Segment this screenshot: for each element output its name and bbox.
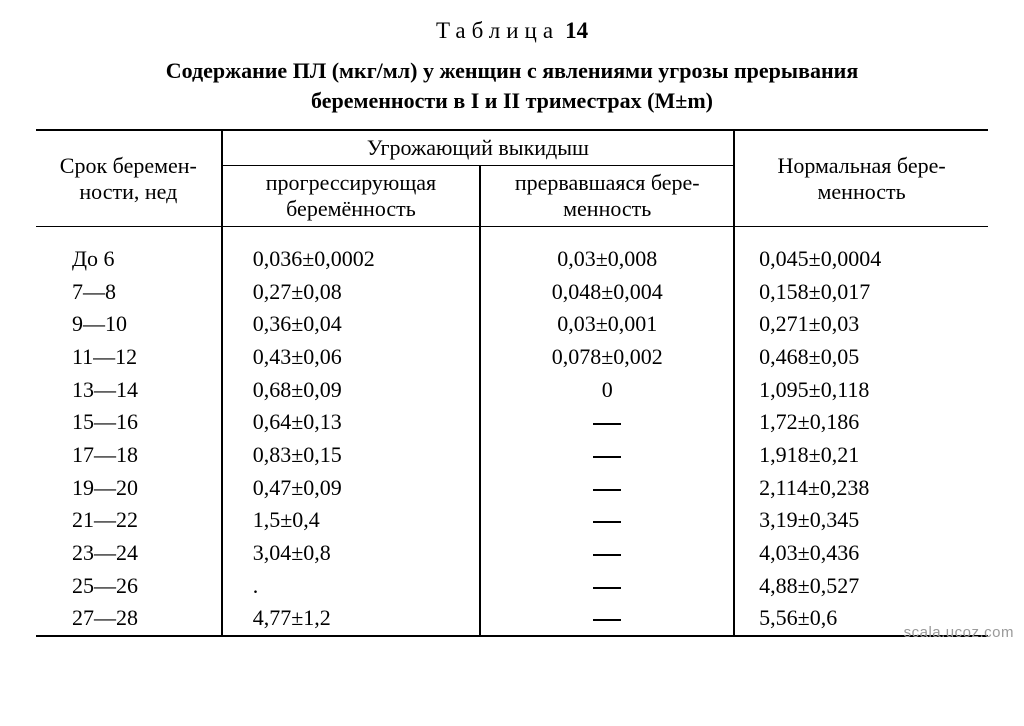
cell-interrupted bbox=[480, 504, 734, 537]
cell-progressing: 0,036±0,0002 bbox=[222, 242, 481, 275]
table-row: 23—243,04±0,8 4,03±0,436 bbox=[36, 537, 988, 570]
watermark: scala.ucoz.com bbox=[904, 624, 1014, 641]
cell-normal: 4,88±0,527 bbox=[734, 569, 988, 602]
header-interrupted: прервавшаяся бере-менность bbox=[480, 166, 734, 227]
header-normal: Нормальная бере-менность bbox=[734, 130, 988, 227]
table-label-word: Таблица bbox=[436, 18, 559, 43]
cell-interrupted bbox=[480, 537, 734, 570]
dash-icon bbox=[593, 521, 621, 523]
table-body: До 60,036±0,00020,03±0,0080,045±0,00047—… bbox=[36, 227, 988, 636]
cell-interrupted bbox=[480, 439, 734, 472]
spacer-row bbox=[36, 227, 988, 243]
table-row: 13—140,68±0,0901,095±0,118 bbox=[36, 373, 988, 406]
cell-progressing: 0,47±0,09 bbox=[222, 471, 481, 504]
cell-interrupted bbox=[480, 471, 734, 504]
header-threat-text: Угрожающий выкидыш bbox=[367, 135, 589, 160]
header-progressing: прогрессирующаяберемённость bbox=[222, 166, 481, 227]
cell-interrupted: 0,03±0,001 bbox=[480, 308, 734, 341]
table-row: 21—221,5±0,4 3,19±0,345 bbox=[36, 504, 988, 537]
table-caption: Содержание ПЛ (мкг/мл) у женщин с явлени… bbox=[44, 56, 980, 115]
header-progressing-text: прогрессирующаяберемённость bbox=[266, 170, 436, 221]
cell-term: 11—12 bbox=[36, 340, 222, 373]
table-row: 17—180,83±0,15 1,918±0,21 bbox=[36, 439, 988, 472]
cell-term: 25—26 bbox=[36, 569, 222, 602]
header-threat-span: Угрожающий выкидыш bbox=[222, 130, 734, 166]
table-row: 15—160,64±0,13 1,72±0,186 bbox=[36, 406, 988, 439]
cell-normal: 0,045±0,0004 bbox=[734, 242, 988, 275]
dash-icon bbox=[593, 456, 621, 458]
page: Таблица14 Содержание ПЛ (мкг/мл) у женщи… bbox=[0, 0, 1024, 645]
dash-icon bbox=[593, 423, 621, 425]
table-row: 11—120,43±0,060,078±0,0020,468±0,05 bbox=[36, 340, 988, 373]
cell-interrupted: 0 bbox=[480, 373, 734, 406]
cell-normal: 1,72±0,186 bbox=[734, 406, 988, 439]
cell-interrupted bbox=[480, 569, 734, 602]
cell-term: До 6 bbox=[36, 242, 222, 275]
cell-progressing: 0,27±0,08 bbox=[222, 275, 481, 308]
cell-term: 9—10 bbox=[36, 308, 222, 341]
cell-term: 21—22 bbox=[36, 504, 222, 537]
header-term: Срок беремен-ности, нед bbox=[36, 130, 222, 227]
dash-icon bbox=[593, 554, 621, 556]
table-row: 9—100,36±0,040,03±0,0010,271±0,03 bbox=[36, 308, 988, 341]
cell-normal: 0,158±0,017 bbox=[734, 275, 988, 308]
cell-progressing: 0,83±0,15 bbox=[222, 439, 481, 472]
data-table: Срок беремен-ности, нед Угрожающий выкид… bbox=[36, 129, 988, 636]
dash-icon bbox=[593, 489, 621, 491]
cell-interrupted: 0,078±0,002 bbox=[480, 340, 734, 373]
cell-progressing: 4,77±1,2 bbox=[222, 602, 481, 636]
cell-progressing: 0,36±0,04 bbox=[222, 308, 481, 341]
cell-progressing: 0,68±0,09 bbox=[222, 373, 481, 406]
caption-line-2: беременности в I и II триместрах (M±m) bbox=[311, 88, 713, 113]
table-row: 19—200,47±0,09 2,114±0,238 bbox=[36, 471, 988, 504]
cell-normal: 1,095±0,118 bbox=[734, 373, 988, 406]
cell-normal: 0,468±0,05 bbox=[734, 340, 988, 373]
cell-interrupted: 0,03±0,008 bbox=[480, 242, 734, 275]
table-row: 27—284,77±1,25,56±0,6 bbox=[36, 602, 988, 636]
table-row: До 60,036±0,00020,03±0,0080,045±0,0004 bbox=[36, 242, 988, 275]
dash-icon bbox=[593, 619, 621, 621]
table-header: Срок беремен-ности, нед Угрожающий выкид… bbox=[36, 130, 988, 227]
cell-progressing: . bbox=[222, 569, 481, 602]
table-label-number: 14 bbox=[565, 18, 588, 43]
cell-term: 7—8 bbox=[36, 275, 222, 308]
dash-icon bbox=[593, 587, 621, 589]
cell-term: 27—28 bbox=[36, 602, 222, 636]
cell-interrupted: 0,048±0,004 bbox=[480, 275, 734, 308]
header-term-text: Срок беремен-ности, нед bbox=[60, 153, 197, 204]
header-normal-text: Нормальная бере-менность bbox=[777, 153, 945, 204]
cell-progressing: 1,5±0,4 bbox=[222, 504, 481, 537]
table-number: Таблица14 bbox=[36, 18, 988, 44]
cell-progressing: 0,43±0,06 bbox=[222, 340, 481, 373]
cell-normal: 3,19±0,345 bbox=[734, 504, 988, 537]
cell-normal: 1,918±0,21 bbox=[734, 439, 988, 472]
cell-progressing: 0,64±0,13 bbox=[222, 406, 481, 439]
cell-term: 23—24 bbox=[36, 537, 222, 570]
header-interrupted-text: прервавшаяся бере-менность bbox=[515, 170, 700, 221]
caption-line-1: Содержание ПЛ (мкг/мл) у женщин с явлени… bbox=[166, 58, 858, 83]
cell-normal: 0,271±0,03 bbox=[734, 308, 988, 341]
cell-progressing: 3,04±0,8 bbox=[222, 537, 481, 570]
cell-term: 15—16 bbox=[36, 406, 222, 439]
table-row: 25—26. 4,88±0,527 bbox=[36, 569, 988, 602]
table-row: 7—80,27±0,080,048±0,0040,158±0,017 bbox=[36, 275, 988, 308]
cell-interrupted bbox=[480, 406, 734, 439]
cell-term: 19—20 bbox=[36, 471, 222, 504]
cell-term: 17—18 bbox=[36, 439, 222, 472]
cell-term: 13—14 bbox=[36, 373, 222, 406]
cell-normal: 2,114±0,238 bbox=[734, 471, 988, 504]
cell-normal: 4,03±0,436 bbox=[734, 537, 988, 570]
cell-interrupted bbox=[480, 602, 734, 636]
